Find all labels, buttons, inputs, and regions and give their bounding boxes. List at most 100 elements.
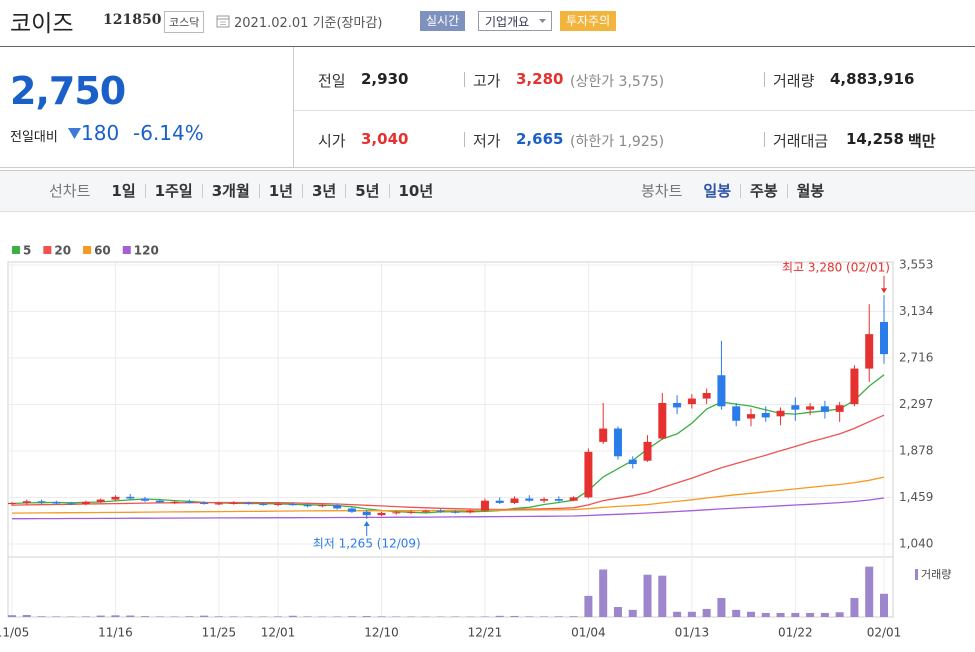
volume-bar xyxy=(643,574,652,617)
volume-bar xyxy=(880,593,888,617)
volume-bar xyxy=(214,616,223,617)
volume-bar xyxy=(865,566,874,617)
volume-bar xyxy=(480,616,489,617)
candle-body xyxy=(52,502,61,504)
volume-bar xyxy=(392,616,401,617)
market-badge: 코스닥 xyxy=(164,11,205,33)
tab[interactable]: 5년 xyxy=(345,184,388,199)
candle-body xyxy=(259,504,268,506)
open-value: 3,040 xyxy=(361,130,409,148)
volume-bar xyxy=(820,612,829,617)
summary-box: 2,750 전일대비 180 -6.14% 전일 2,930 시가 3,040 … xyxy=(0,46,975,168)
legend-label: 120 xyxy=(134,244,159,258)
candle-body xyxy=(761,412,770,418)
upper-limit: (상한가 3,575) xyxy=(570,74,665,90)
legend-swatch xyxy=(12,246,20,254)
company-button[interactable]: 기업개요 xyxy=(478,11,552,31)
candle-body xyxy=(880,321,888,355)
period-tabs: 선차트 1일 1주일 3개월 1년 3년 5년 10년 봉차트 일봉 주봉 월봉 xyxy=(0,170,975,212)
volume-swatch xyxy=(915,569,918,580)
y-tick-label: 1,459 xyxy=(899,490,933,504)
divider xyxy=(293,47,294,168)
candle-body xyxy=(274,504,283,506)
candle-body xyxy=(584,451,593,498)
candle-body xyxy=(185,501,194,503)
tab[interactable]: 3개월 xyxy=(201,184,259,199)
candle-body xyxy=(288,504,297,506)
volume-bar xyxy=(687,611,696,617)
realtime-button[interactable]: 실시간 xyxy=(420,11,466,31)
candle-body xyxy=(643,441,652,461)
volume-bar xyxy=(96,615,105,617)
amount-label: 거래대금 xyxy=(773,132,829,150)
high-label: 고가 xyxy=(473,72,501,90)
candle-body xyxy=(37,501,46,503)
candle-body xyxy=(22,501,31,503)
candle-body xyxy=(170,501,179,503)
volume-bar xyxy=(377,616,386,617)
tab[interactable]: 1일 xyxy=(111,182,136,200)
tab[interactable]: 1주일 xyxy=(144,184,202,199)
prev-label: 전일 xyxy=(318,72,346,90)
volume-bar xyxy=(613,607,622,617)
candle-body xyxy=(495,500,504,503)
volume-bar xyxy=(495,615,504,617)
volume-label: 거래량 xyxy=(921,568,951,581)
volume-bar xyxy=(628,609,637,617)
change: 180 xyxy=(81,121,120,145)
candle-body xyxy=(421,510,430,512)
candle-body xyxy=(717,375,726,407)
candle-body xyxy=(303,505,312,507)
x-tick-label: 12/01 xyxy=(261,626,296,640)
stock-name: 코이즈 xyxy=(10,11,74,37)
volume-bar xyxy=(702,608,711,617)
candle-body xyxy=(436,510,445,512)
volume-bar xyxy=(155,616,164,617)
tab[interactable]: 주봉 xyxy=(740,184,787,199)
tab-group-label: 선차트 xyxy=(49,182,91,200)
volume-bar xyxy=(525,616,534,617)
volume-bar xyxy=(362,616,371,617)
y-tick-label: 2,716 xyxy=(899,350,933,364)
candle-body xyxy=(480,500,489,511)
ma-line xyxy=(11,374,885,514)
tab[interactable]: 1년 xyxy=(258,184,302,199)
candle-body xyxy=(658,402,667,439)
tab[interactable]: 10년 xyxy=(388,184,443,199)
separator xyxy=(464,72,465,87)
volume-bar xyxy=(126,615,135,617)
legend-label: 60 xyxy=(94,244,111,258)
line-tabs: 선차트 1일 1주일 3개월 1년 3년 5년 10년 xyxy=(40,171,442,211)
legend-label: 20 xyxy=(54,244,71,258)
legend-label: 5 xyxy=(23,244,31,258)
candle-body xyxy=(525,498,534,501)
volume-bar xyxy=(22,615,31,617)
candle-body xyxy=(451,511,460,513)
legend-swatch xyxy=(122,246,131,254)
y-tick-label: 1,040 xyxy=(899,537,933,551)
candle-body xyxy=(791,405,800,410)
candle-body xyxy=(81,501,90,505)
candle-body xyxy=(318,505,327,507)
annotation: 최고 3,280 (02/01) xyxy=(782,261,890,275)
low-label: 저가 xyxy=(473,132,501,150)
tab[interactable]: 일봉 xyxy=(703,182,732,200)
prev-value: 2,930 xyxy=(361,70,409,88)
amount-value: 14,258 xyxy=(846,130,904,148)
volume-bar xyxy=(229,616,238,617)
volume-bar xyxy=(274,616,283,617)
candle-body xyxy=(554,499,563,501)
volume-bar xyxy=(185,616,194,617)
volume-bar xyxy=(333,616,342,617)
tab[interactable]: 3년 xyxy=(302,184,345,199)
arrow-head xyxy=(881,288,887,294)
volume-bar xyxy=(717,598,726,617)
tab[interactable]: 월봉 xyxy=(786,184,834,199)
candle-body xyxy=(732,406,741,421)
candle-body xyxy=(865,334,874,369)
volume-bar xyxy=(8,615,16,617)
y-tick-label: 1,878 xyxy=(899,443,933,457)
candle-body xyxy=(466,510,475,513)
volume-bar xyxy=(732,609,741,617)
